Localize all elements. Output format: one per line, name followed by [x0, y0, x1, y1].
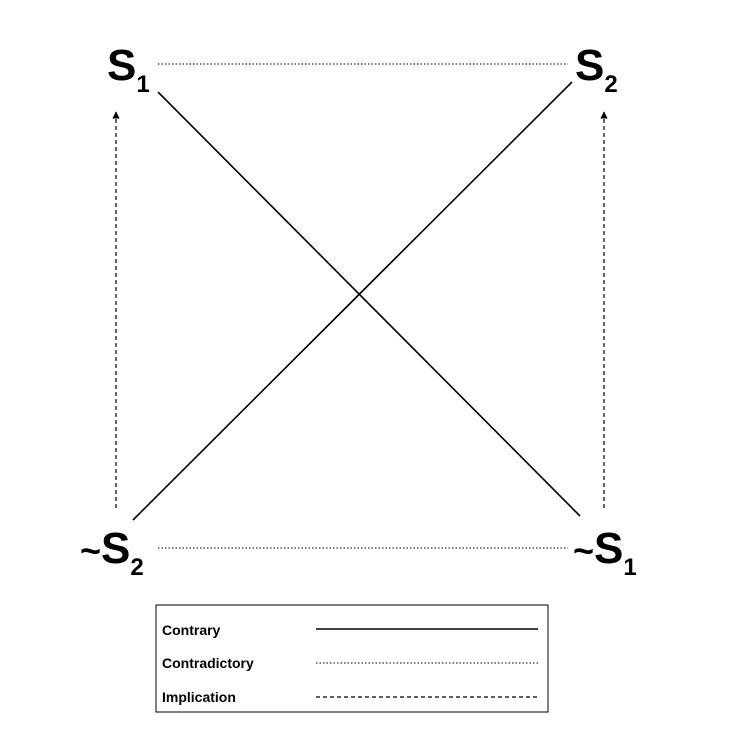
contrary-line-s2-to-not-s2 — [132, 81, 573, 521]
node-top-left: S1 — [107, 41, 150, 98]
legend-box — [155, 604, 549, 713]
node-top-left-letter: S — [107, 41, 136, 90]
node-bottom-left-letter: S — [101, 524, 130, 573]
legend: Contrary Contradictory Implication — [155, 604, 549, 713]
legend-label-implication: Implication — [162, 689, 236, 705]
node-bottom-right-subscript: 1 — [623, 554, 636, 581]
node-bottom-right-tilde: ~ — [573, 530, 594, 571]
node-top-right-subscript: 2 — [604, 71, 617, 98]
node-bottom-left-tilde: ~ — [80, 530, 101, 571]
node-bottom-left: ~S2 — [80, 524, 144, 581]
node-bottom-right-letter: S — [594, 524, 623, 573]
node-bottom-left-subscript: 2 — [130, 554, 143, 581]
contrary-line-s1-to-not-s1 — [157, 91, 581, 517]
legend-label-contradictory: Contradictory — [162, 655, 254, 671]
legend-label-contrary: Contrary — [162, 622, 221, 638]
node-bottom-right: ~S1 — [573, 524, 637, 581]
node-top-left-subscript: 1 — [136, 71, 149, 98]
node-top-right: S2 — [575, 41, 618, 98]
node-top-right-letter: S — [575, 41, 604, 90]
